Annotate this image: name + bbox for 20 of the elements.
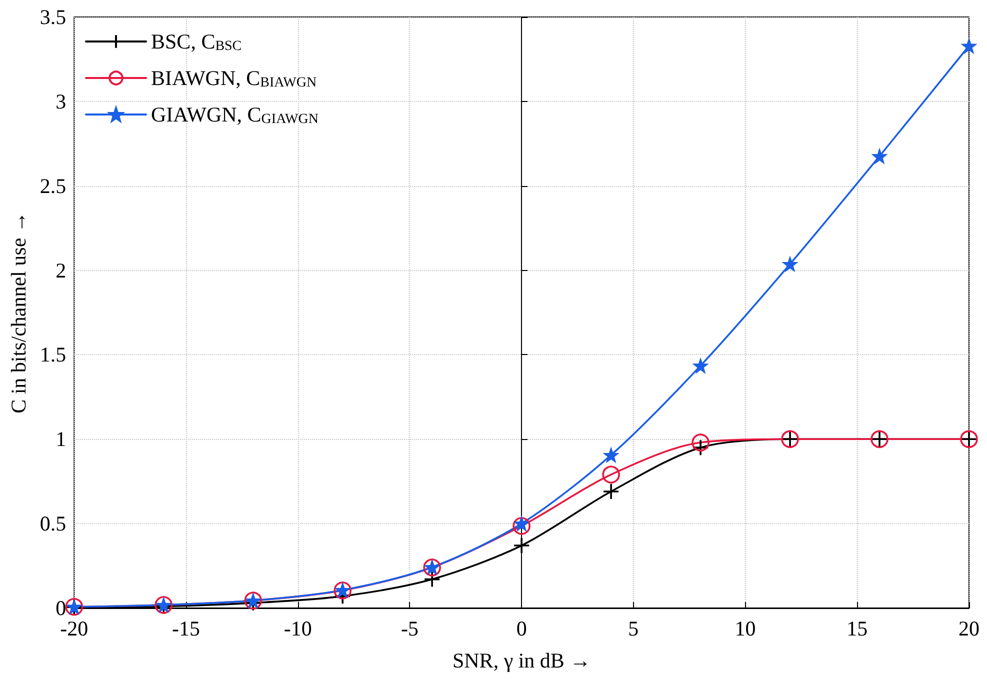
x-tick-label: 10 xyxy=(734,616,756,640)
x-tick-label: 15 xyxy=(846,616,868,640)
y-tick-label: 3.5 xyxy=(40,5,66,29)
y-axis-title: C in bits/channel use → xyxy=(6,212,30,414)
y-tick-label: 0.5 xyxy=(40,512,66,536)
x-tick-label: -10 xyxy=(284,616,312,640)
legend-label: GIAWGN, CGIAWGN xyxy=(151,102,319,127)
x-axis-title: SNR, γ in dB → xyxy=(452,648,591,672)
legend-label: BIAWGN, CBIAWGN xyxy=(151,66,317,90)
y-tick-label: 1 xyxy=(56,427,66,452)
y-tick-label: 2 xyxy=(56,258,66,282)
x-tick-label: -15 xyxy=(172,616,200,640)
x-tick-label: -5 xyxy=(400,616,418,640)
x-tick-label: 0 xyxy=(516,616,527,640)
y-tick-label: 1.5 xyxy=(40,342,66,367)
x-tick-label: 20 xyxy=(958,616,980,640)
legend-label: BSC, CBSC xyxy=(151,30,242,54)
y-tick-label: 2.5 xyxy=(40,174,66,198)
y-tick-label: 3 xyxy=(56,89,66,114)
x-tick-label: 5 xyxy=(628,616,639,640)
